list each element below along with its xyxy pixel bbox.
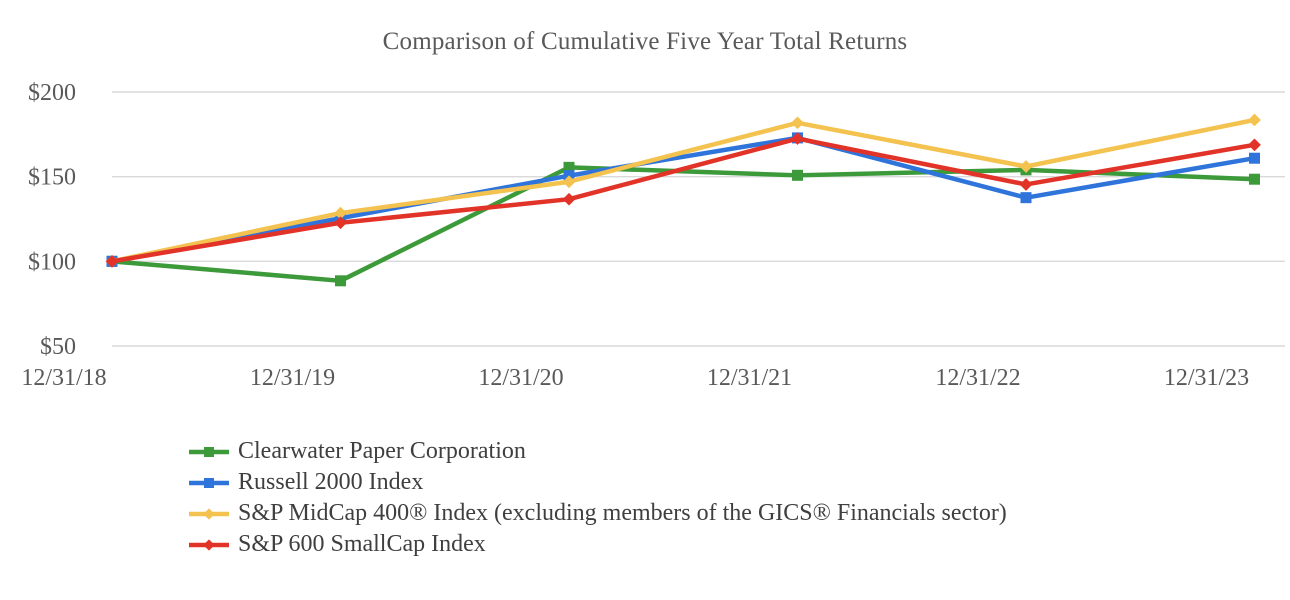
x-tick-label: 12/31/22	[935, 365, 1020, 391]
data-point-marker	[335, 275, 346, 287]
data-point-marker	[105, 254, 119, 268]
legend-marker	[203, 507, 215, 520]
data-point-marker	[334, 216, 347, 230]
x-tick-label: 12/31/18	[21, 365, 106, 391]
legend-item: Russell 2000 Index	[188, 467, 1007, 498]
legend-diamond-marker-icon	[189, 538, 229, 551]
series-line	[109, 136, 1257, 264]
y-tick-label: $150	[28, 165, 76, 191]
data-point-marker	[562, 192, 576, 206]
data-point-marker	[1249, 152, 1260, 164]
series-line	[109, 135, 1257, 264]
y-tick-label: $50	[40, 334, 76, 360]
x-tick-label: 12/31/20	[478, 365, 563, 391]
series-line	[109, 165, 1257, 284]
chart-legend: Clearwater Paper Corporation Russell 2000…	[188, 436, 1007, 560]
data-point-marker	[1249, 173, 1260, 185]
legend-item: S&P MidCap 400® Index (excluding members…	[188, 498, 1007, 529]
x-tick-label: 12/31/23	[1164, 365, 1249, 391]
data-point-marker	[1248, 113, 1261, 127]
data-point-marker	[792, 169, 803, 181]
series-line	[109, 117, 1257, 264]
x-tick-label: 12/31/21	[707, 365, 792, 391]
legend-label: S&P MidCap 400® Index (excluding members…	[238, 500, 1007, 526]
data-point-marker	[1248, 138, 1261, 152]
data-point-marker	[1020, 192, 1032, 204]
legend-item: S&P 600 SmallCap Index	[188, 529, 1007, 560]
legend-item: Clearwater Paper Corporation	[188, 436, 1007, 467]
legend-marker	[203, 538, 215, 551]
data-point-marker	[791, 116, 804, 130]
legend-label: S&P 600 SmallCap Index	[238, 531, 486, 557]
legend-label: Clearwater Paper Corporation	[238, 438, 526, 464]
chart-title: Comparison of Cumulative Five Year Total…	[382, 28, 908, 55]
chart-plot: $50 $100 $150 $200 12/31/18 12/31/19 12/31/20 1…	[21, 80, 1285, 391]
legend-marker	[204, 446, 214, 457]
x-tick-label: 12/31/19	[250, 365, 335, 391]
y-tick-label: $200	[28, 80, 76, 106]
legend-label: Russell 2000 Index	[238, 469, 424, 495]
data-point-marker	[1019, 178, 1033, 191]
data-point-marker	[334, 206, 347, 220]
legend-diamond-marker-icon	[189, 507, 229, 520]
legend-square-marker-icon	[189, 446, 229, 457]
legend-marker	[204, 477, 214, 488]
data-point-marker	[563, 161, 575, 173]
legend-square-marker-icon	[189, 477, 229, 488]
y-tick-label: $100	[28, 249, 76, 275]
